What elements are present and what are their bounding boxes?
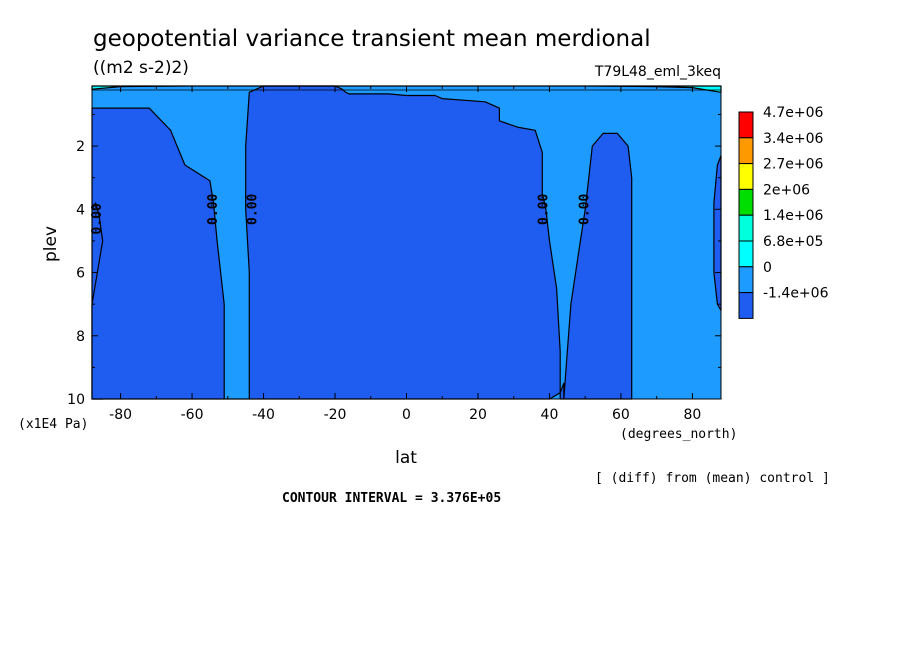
x-tick-label: 0: [402, 407, 411, 423]
legend-swatch: [738, 266, 754, 294]
region-negative-midsouth: [91, 85, 633, 400]
legend-swatch: [738, 163, 754, 190]
chart-title: geopotential variance transient mean mer…: [93, 26, 651, 52]
y-axis-label: plev: [41, 226, 61, 262]
y-tick-label: 8: [76, 329, 85, 345]
legend-swatch: [738, 240, 754, 268]
x-tick-label: -40: [252, 407, 275, 423]
contour-interval: CONTOUR INTERVAL = 3.376E+05: [282, 491, 501, 506]
x-axis-ticks: -80 -60 -40 -20 0 20 40 60 80: [109, 86, 701, 423]
x-tick-label: -20: [324, 407, 347, 423]
legend-label: -1.4e+06: [763, 286, 829, 302]
x-tick-label: -80: [109, 407, 132, 423]
x-tick-label: -60: [181, 407, 204, 423]
contour-label: 0.00: [245, 193, 260, 224]
legend-swatch: [738, 188, 754, 216]
legend-label: 4.7e+06: [763, 105, 824, 121]
y-tick-label: 4: [76, 202, 85, 218]
contour-label: 0.00: [90, 203, 105, 234]
x-tick-label: 80: [683, 407, 701, 423]
y-tick-label: 6: [76, 266, 85, 282]
chart-units: ((m2 s-2)2): [93, 58, 189, 78]
plot-area: 0.00 0.00 0.00 0.00 0.00: [90, 85, 722, 400]
legend-label: 0: [763, 260, 772, 276]
x-axis-units: (degrees_north): [620, 427, 737, 442]
x-tick-label: 40: [541, 407, 559, 423]
y-axis-ticks: 2 4 6 8 10: [67, 113, 721, 408]
color-legend: 4.7e+06 3.4e+06 2.7e+06 2e+06 1.4e+06 6.8e+05…: [738, 105, 829, 319]
legend-swatch: [738, 111, 754, 139]
contour-label: 0.00: [578, 193, 593, 224]
x-axis-label: lat: [395, 448, 417, 468]
y-axis-units: (x1E4 Pa): [18, 417, 88, 432]
x-tick-label: 60: [612, 407, 630, 423]
y-tick-label: 2: [76, 139, 85, 155]
legend-swatch: [738, 292, 754, 319]
legend-label: 2e+06: [763, 182, 810, 198]
legend-label: 2.7e+06: [763, 157, 824, 173]
y-tick-label: 10: [67, 392, 85, 408]
contour-label: 0.00: [206, 193, 221, 224]
x-tick-label: 20: [469, 407, 487, 423]
legend-swatch: [738, 214, 754, 242]
diff-note: [ (diff) from (mean) control ]: [595, 471, 830, 486]
legend-swatch: [738, 137, 754, 165]
legend-label: 1.4e+06: [763, 208, 824, 224]
legend-label: 3.4e+06: [763, 131, 824, 147]
legend-label: 6.8e+05: [763, 234, 823, 250]
run-label: T79L48_eml_3keq: [594, 64, 721, 80]
contour-label: 0.00: [537, 193, 552, 224]
